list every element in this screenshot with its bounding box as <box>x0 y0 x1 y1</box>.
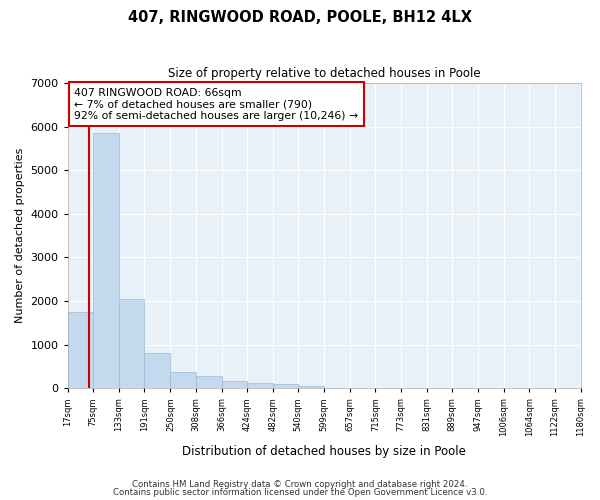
Bar <box>119 299 145 388</box>
Bar <box>145 354 170 388</box>
Text: Contains public sector information licensed under the Open Government Licence v3: Contains public sector information licen… <box>113 488 487 497</box>
Text: Contains HM Land Registry data © Crown copyright and database right 2024.: Contains HM Land Registry data © Crown c… <box>132 480 468 489</box>
Bar <box>221 381 247 388</box>
Bar <box>298 386 325 388</box>
Y-axis label: Number of detached properties: Number of detached properties <box>15 148 25 324</box>
Bar <box>247 383 273 388</box>
Bar <box>93 133 119 388</box>
Bar <box>170 372 196 388</box>
Bar <box>68 312 93 388</box>
Title: Size of property relative to detached houses in Poole: Size of property relative to detached ho… <box>168 68 481 80</box>
X-axis label: Distribution of detached houses by size in Poole: Distribution of detached houses by size … <box>182 444 466 458</box>
Bar <box>196 376 221 388</box>
Text: 407 RINGWOOD ROAD: 66sqm
← 7% of detached houses are smaller (790)
92% of semi-d: 407 RINGWOOD ROAD: 66sqm ← 7% of detache… <box>74 88 358 121</box>
Text: 407, RINGWOOD ROAD, POOLE, BH12 4LX: 407, RINGWOOD ROAD, POOLE, BH12 4LX <box>128 10 472 25</box>
Bar <box>273 384 298 388</box>
